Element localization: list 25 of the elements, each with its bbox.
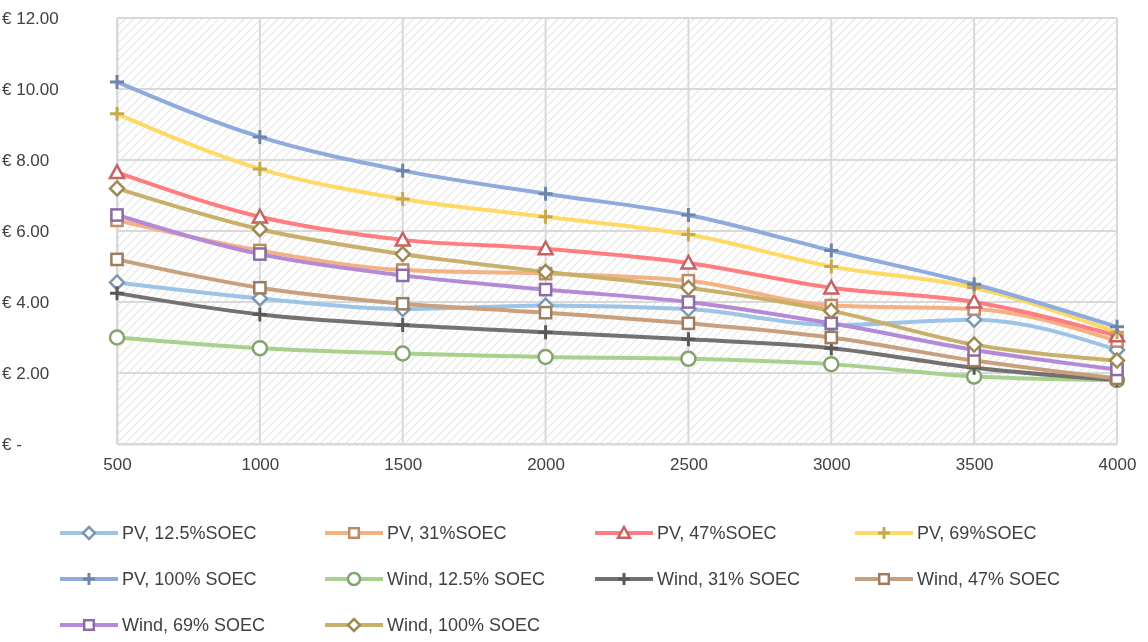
y-tick-label: € 6.00 [2,221,50,241]
x-tick-label: 3000 [812,455,851,475]
y-tick-label: € 4.00 [2,292,50,312]
legend-label: PV, 31%SOEC [387,523,507,543]
legend-label: Wind, 100% SOEC [387,615,541,635]
x-tick-label: 4000 [1098,455,1137,475]
legend-label: PV, 47%SOEC [657,523,777,543]
y-tick-label: € - [2,434,22,454]
y-tick-label: € 8.00 [2,150,50,170]
x-tick-label: 2000 [527,455,565,475]
y-tick-label: € 2.00 [2,363,50,383]
y-tick-label: € 12.00 [2,8,59,28]
legend-label: Wind, 31% SOEC [657,569,801,589]
x-tick-label: 3500 [955,455,994,475]
legend-label: PV, 12.5%SOEC [122,523,257,543]
legend-label: Wind, 47% SOEC [917,569,1061,589]
x-tick-label: 2500 [670,455,708,475]
x-tick-label: 500 [103,455,132,475]
x-tick-label: 1000 [241,455,280,475]
x-tick-label: 1500 [384,455,423,475]
legend-label: Wind, 12.5% SOEC [387,569,546,589]
legend-label: PV, 100% SOEC [122,569,257,589]
legend-label: Wind, 69% SOEC [122,615,266,635]
legend-label: PV, 69%SOEC [917,523,1037,543]
y-tick-label: € 10.00 [2,79,59,99]
